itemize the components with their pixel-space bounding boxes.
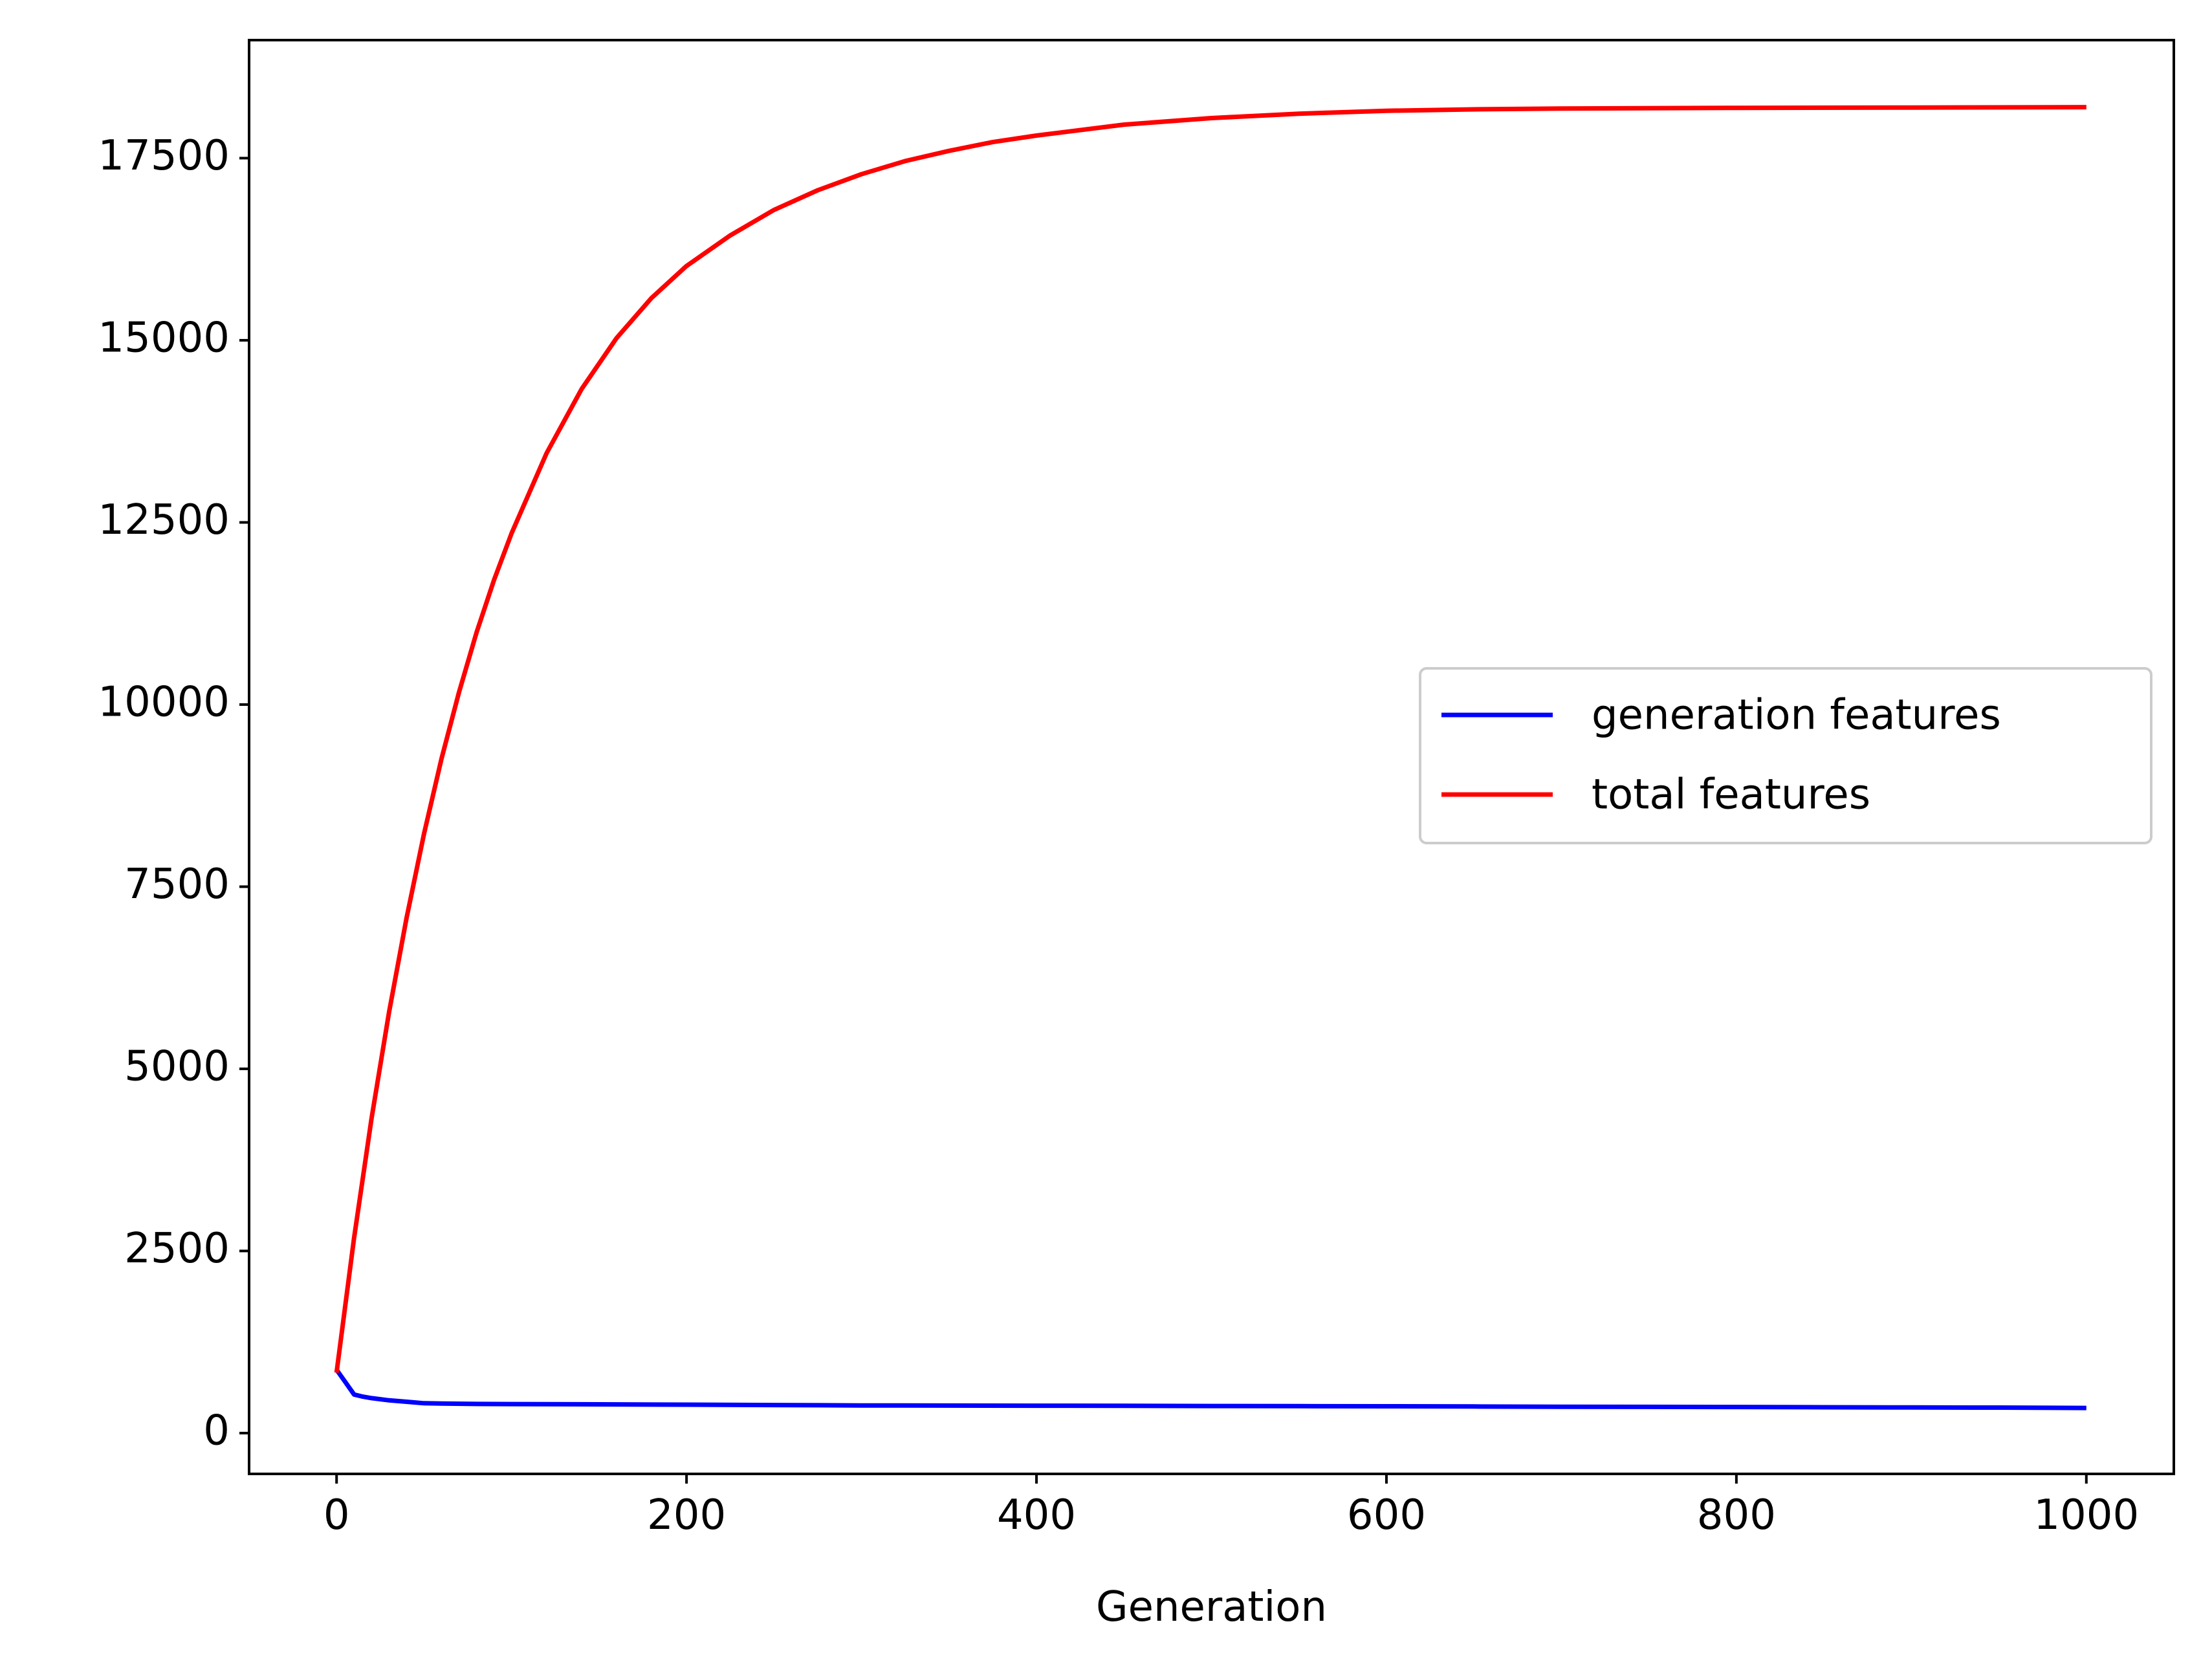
legend-label-generation-features: generation features <box>1592 692 2001 740</box>
x-tick-label: 0 <box>323 1491 350 1539</box>
x-tick-label: 400 <box>997 1491 1076 1539</box>
y-tick-label: 2500 <box>124 1225 230 1273</box>
legend: generation features total features <box>1419 667 2152 844</box>
y-tick-label: 0 <box>203 1407 230 1455</box>
x-tick-label: 1000 <box>2033 1491 2139 1539</box>
y-tick-label: 17500 <box>98 132 230 180</box>
x-tick-label: 800 <box>1697 1491 1776 1539</box>
x-axis-ticks: 0 200 400 600 800 1000 <box>323 1474 2139 1539</box>
y-tick-label: 5000 <box>124 1043 230 1091</box>
x-axis-label: Generation <box>1096 1583 1327 1631</box>
y-tick-label: 15000 <box>98 314 230 362</box>
y-tick-label: 10000 <box>98 679 230 727</box>
x-tick-label: 600 <box>1347 1491 1426 1539</box>
legend-label-total-features: total features <box>1592 771 1870 819</box>
series-line-generation-features <box>334 1368 2086 1410</box>
y-axis-ticks: 0 2500 5000 7500 10000 12500 15000 17500 <box>98 132 249 1455</box>
series-layer <box>334 105 2086 1410</box>
y-tick-label: 12500 <box>98 496 230 544</box>
plot-area-frame <box>248 39 2175 1475</box>
legend-box <box>1419 667 2152 844</box>
series-line-total-features <box>334 105 2086 1373</box>
y-tick-label: 7500 <box>124 861 230 908</box>
x-tick-label: 200 <box>647 1491 726 1539</box>
